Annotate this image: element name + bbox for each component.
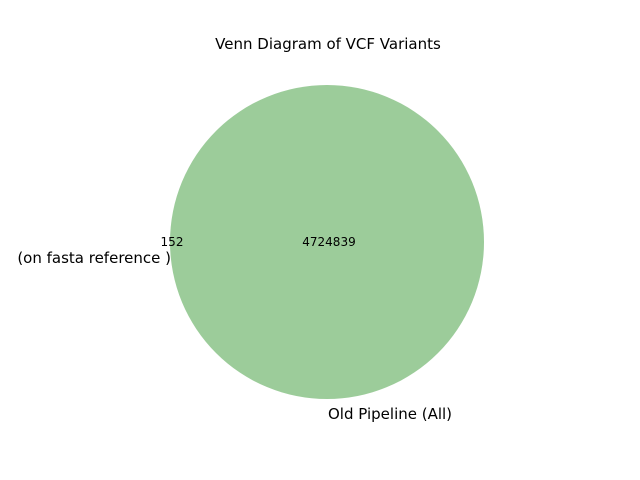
set-b-label: Old Pipeline (All) [328, 405, 452, 423]
set-a-label: (on fasta reference ) [17, 249, 171, 267]
set-a-only-count: 152 [161, 235, 184, 249]
chart-title: Venn Diagram of VCF Variants [215, 35, 441, 53]
venn-circle-set-a [170, 85, 484, 399]
intersection-count: 4724839 [302, 235, 355, 249]
